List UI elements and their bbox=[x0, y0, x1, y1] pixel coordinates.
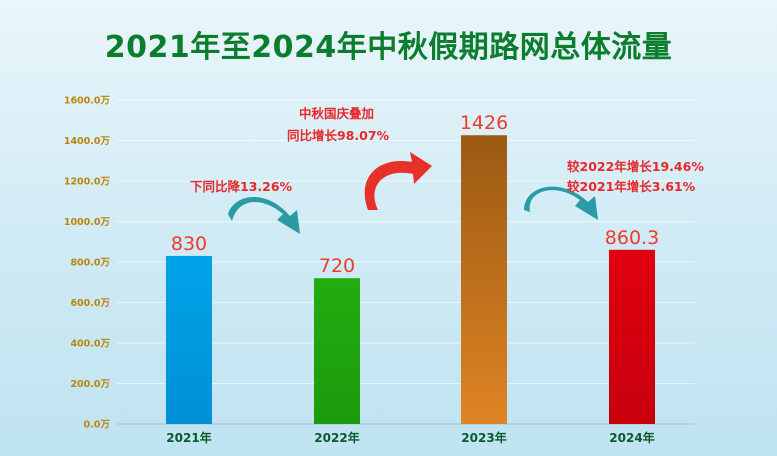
bars bbox=[166, 135, 655, 425]
x-tick-label: 2023年 bbox=[461, 430, 506, 445]
y-tick-label: 0.0万 bbox=[84, 420, 111, 431]
chart-title: 2021年至2024年中秋假期路网总体流量 bbox=[104, 30, 673, 65]
y-tick-label: 1400.0万 bbox=[64, 136, 111, 147]
bar-2023年 bbox=[461, 135, 507, 425]
y-tick-label: 600.0万 bbox=[70, 298, 110, 309]
x-tick-label: 2022年 bbox=[314, 430, 359, 445]
x-axis: 2021年 2022年 2023年 2024年 bbox=[166, 430, 654, 445]
bar-2024年 bbox=[609, 249, 655, 424]
annotation-growth-2024-line2: 较2021年增长3.61% bbox=[567, 179, 696, 194]
x-tick-label: 2021年 bbox=[166, 430, 211, 445]
growth-arrow-icon bbox=[524, 186, 598, 220]
annotation-surge-2023-line1: 中秋国庆叠加 bbox=[299, 106, 374, 121]
y-tick-label: 400.0万 bbox=[70, 339, 110, 350]
y-tick-label: 1600.0万 bbox=[64, 96, 111, 107]
gridlines bbox=[117, 99, 695, 384]
y-tick-label: 200.0万 bbox=[70, 379, 110, 390]
y-tick-label: 1000.0万 bbox=[64, 217, 111, 228]
surge-arrow-icon bbox=[364, 152, 432, 210]
annotation-surge-2023-line2: 同比增长98.07% bbox=[287, 128, 390, 143]
bar-2021年 bbox=[166, 255, 212, 424]
y-tick-label: 800.0万 bbox=[70, 258, 110, 269]
bar-2022年 bbox=[314, 278, 360, 424]
data-label: 860.3 bbox=[605, 227, 659, 249]
annotation-growth-2024-line1: 较2022年增长19.46% bbox=[567, 159, 704, 174]
y-axis: 0.0万 200.0万 400.0万 600.0万 800.0万 1000.0万 1200.… bbox=[64, 96, 111, 431]
annotation-decline-2022: 下同比降13.26% bbox=[190, 179, 293, 194]
data-labels: 830 720 1426 860.3 bbox=[171, 112, 659, 277]
x-tick-label: 2024年 bbox=[609, 430, 654, 445]
decline-arrow-icon bbox=[228, 196, 300, 234]
data-label: 720 bbox=[319, 255, 355, 277]
data-label: 830 bbox=[171, 233, 207, 255]
y-tick-label: 1200.0万 bbox=[64, 177, 111, 188]
data-label: 1426 bbox=[460, 112, 508, 134]
